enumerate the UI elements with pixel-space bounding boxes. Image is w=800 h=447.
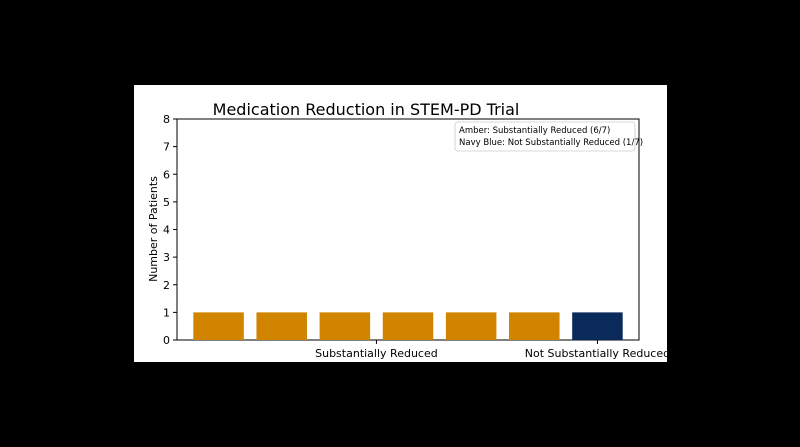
x-axis: Substantially Reduced Not Substantially R… xyxy=(315,340,667,360)
y-tick-label: 8 xyxy=(163,113,170,126)
bar xyxy=(509,312,560,340)
y-tick-label: 5 xyxy=(163,196,170,209)
chart-title: Medication Reduction in STEM-PD Trial xyxy=(213,100,520,119)
bar xyxy=(256,312,307,340)
legend-entry: Amber: Substantially Reduced (6/7) xyxy=(459,126,610,136)
bars xyxy=(193,312,623,340)
bar xyxy=(319,312,371,340)
legend-box xyxy=(454,121,636,152)
y-axis: 0 1 2 3 4 5 6 7 8 xyxy=(163,113,177,347)
chart-figure: Medication Reduction in STEM-PD Trial 0 1… xyxy=(134,85,667,362)
y-tick-label: 6 xyxy=(163,168,170,181)
x-tick-label: Substantially Reduced xyxy=(315,347,438,360)
bar xyxy=(445,312,497,340)
bar xyxy=(382,312,434,340)
x-tick-label: Not Substantially Reduced xyxy=(525,347,667,360)
y-tick-label: 0 xyxy=(163,334,170,347)
y-tick-label: 4 xyxy=(163,224,170,237)
y-axis-label: Number of Patients xyxy=(147,176,160,282)
legend-entry: Navy Blue: Not Substantially Reduced (1/… xyxy=(459,138,643,148)
bar xyxy=(193,312,244,340)
plot-area xyxy=(176,118,640,341)
legend: Amber: Substantially Reduced (6/7) Navy … xyxy=(454,121,643,152)
y-tick-label: 3 xyxy=(163,251,170,264)
y-tick-label: 1 xyxy=(163,306,170,319)
bar xyxy=(572,312,623,340)
y-tick-label: 7 xyxy=(163,141,170,154)
bar-chart: Medication Reduction in STEM-PD Trial 0 1… xyxy=(147,100,667,360)
y-tick-label: 2 xyxy=(163,279,170,292)
